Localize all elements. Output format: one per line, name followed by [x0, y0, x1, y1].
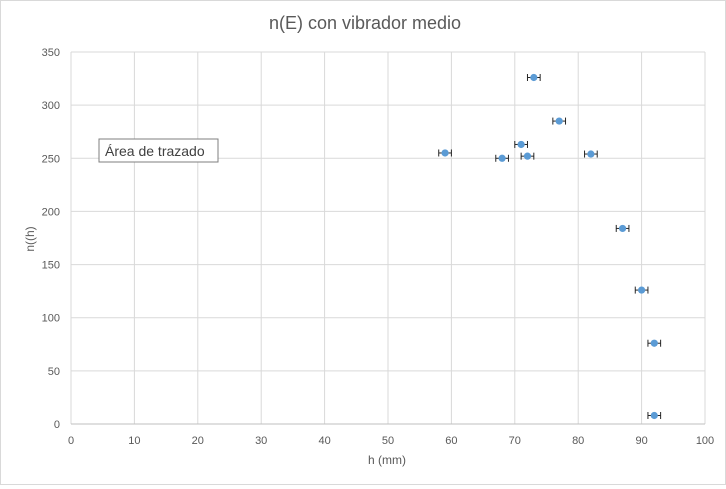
y-tick-label: 150: [42, 260, 60, 272]
x-tick-label: 30: [255, 435, 267, 447]
point-marker: [441, 149, 449, 157]
y-tick-label: 200: [42, 206, 60, 218]
data-point: [647, 339, 662, 347]
tooltip-text: Área de trazado: [105, 143, 205, 159]
point-marker: [638, 286, 646, 294]
y-tick-label: 0: [54, 419, 60, 431]
x-tick-label: 20: [192, 435, 204, 447]
x-tick-label: 100: [696, 435, 714, 447]
point-marker: [650, 411, 658, 420]
point-marker: [587, 150, 595, 158]
data-points: [438, 73, 662, 420]
data-point: [647, 411, 662, 420]
gridlines: [70, 51, 706, 425]
point-marker: [555, 117, 563, 125]
point-marker: [530, 73, 538, 82]
x-tick-label: 90: [635, 435, 647, 447]
y-tick-label: 100: [42, 313, 60, 325]
point-marker: [618, 224, 627, 233]
x-tick-label: 80: [572, 435, 584, 447]
y-tick-label: 350: [42, 47, 60, 59]
x-tick-label: 10: [128, 435, 140, 447]
point-marker: [498, 154, 506, 162]
data-point: [634, 286, 649, 294]
data-point: [552, 117, 567, 125]
x-tick-label: 40: [318, 435, 330, 447]
x-tick-label: 60: [445, 435, 457, 447]
data-point: [520, 152, 535, 160]
y-axis-title: n((h): [23, 226, 37, 251]
y-tick-label: 50: [48, 366, 60, 378]
y-tick-label: 300: [42, 100, 60, 112]
data-point: [526, 73, 541, 82]
plot-area-tooltip: Área de trazado: [98, 138, 219, 163]
data-point: [438, 149, 452, 157]
data-point: [584, 150, 598, 158]
x-axis-title: h (mm): [368, 453, 406, 467]
data-point: [495, 154, 509, 162]
point-marker: [517, 140, 525, 149]
x-tick-label: 50: [382, 435, 394, 447]
tick-labels: 0 50 100 150 200 250 300 350 0 10 20 30 40 50 60 70 80 90…: [42, 47, 715, 447]
chart-title: n(E) con vibrador medio: [269, 13, 461, 33]
y-tick-label: 250: [42, 153, 60, 165]
x-tick-label: 0: [68, 435, 74, 447]
x-tick-label: 70: [509, 435, 521, 447]
point-marker: [650, 339, 658, 347]
data-point: [615, 224, 630, 233]
data-point: [514, 140, 528, 149]
tooltip-box: [98, 138, 219, 163]
point-marker: [523, 152, 532, 160]
